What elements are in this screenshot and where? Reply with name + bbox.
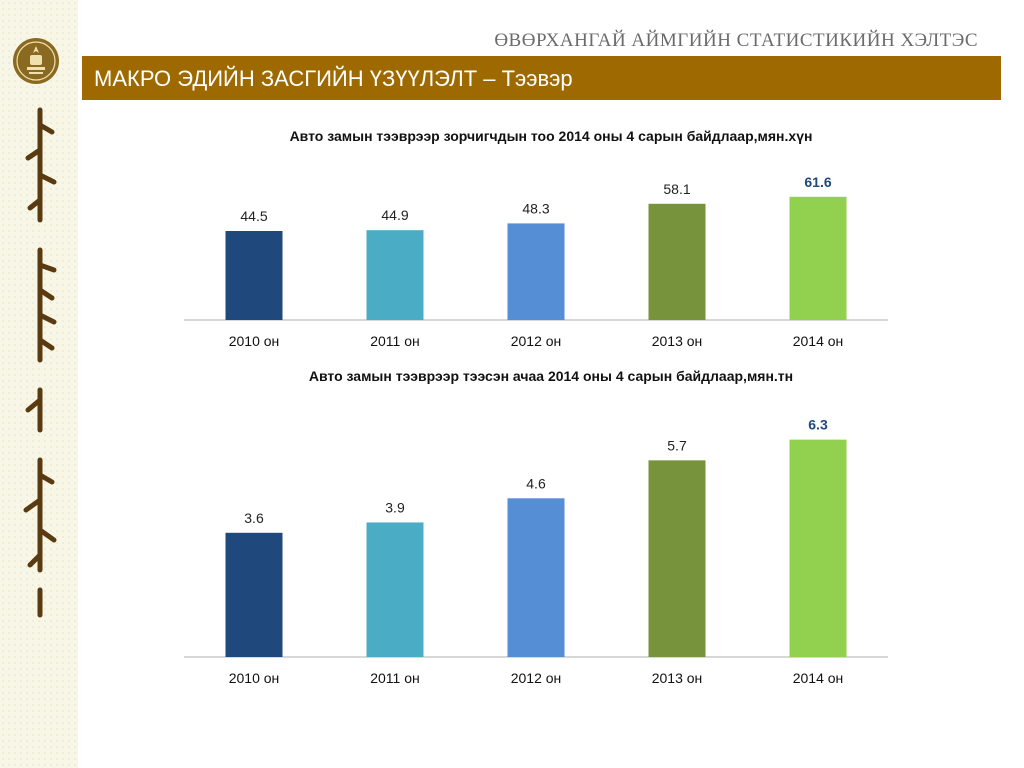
- data-label-3: 48.3: [522, 200, 549, 216]
- data-label-4: 5.7: [667, 437, 687, 453]
- bar-2: [366, 522, 424, 657]
- bar-3: [507, 223, 565, 320]
- data-label-1: 44.5: [240, 208, 267, 224]
- category-label-4: 2013 он: [652, 333, 703, 349]
- bar-5: [789, 196, 847, 320]
- data-label-4: 58.1: [663, 181, 690, 197]
- left-sidebar: [0, 0, 78, 768]
- statistics-emblem-icon: [13, 38, 59, 84]
- category-label-3: 2012 он: [511, 333, 562, 349]
- organization-name: ӨВӨРХАНГАЙ АЙМГИЙН СТАТИСТИКИЙН ХЭЛТЭС: [494, 30, 978, 51]
- category-label-4: 2013 он: [652, 670, 703, 686]
- bar-1: [225, 532, 283, 657]
- data-label-5: 61.6: [804, 174, 831, 190]
- data-label-2: 3.9: [385, 499, 405, 515]
- data-label-2: 44.9: [381, 207, 408, 223]
- category-label-2: 2011 он: [370, 670, 420, 686]
- bar-4: [648, 460, 706, 657]
- category-label-3: 2012 он: [511, 670, 562, 686]
- chart-1-title: Авто замын тээврээр зорчигчдын тоо 2014 …: [289, 128, 813, 144]
- chart-2-title: Авто замын тээврээр тээсэн ачаа 2014 оны…: [308, 368, 794, 384]
- bar-2: [366, 230, 424, 320]
- category-label-5: 2014 он: [793, 333, 844, 349]
- page-title: МАКРО ЭДИЙН ЗАСГИЙН ҮЗҮҮЛЭЛТ – Тээвэр: [94, 66, 573, 91]
- data-label-3: 4.6: [526, 475, 546, 491]
- mongolian-script-icon: [23, 107, 57, 618]
- category-label-1: 2010 он: [229, 670, 280, 686]
- category-label-2: 2011 он: [370, 333, 420, 349]
- bar-4: [648, 203, 706, 320]
- data-label-1: 3.6: [244, 510, 264, 526]
- data-label-5: 6.3: [808, 417, 828, 433]
- bar-1: [225, 231, 283, 320]
- category-label-5: 2014 он: [793, 670, 844, 686]
- title-bar: МАКРО ЭДИЙН ЗАСГИЙН ҮЗҮҮЛЭЛТ – Тээвэр: [82, 56, 1001, 100]
- bar-5: [789, 439, 847, 657]
- category-label-1: 2010 он: [229, 333, 280, 349]
- bar-3: [507, 498, 565, 657]
